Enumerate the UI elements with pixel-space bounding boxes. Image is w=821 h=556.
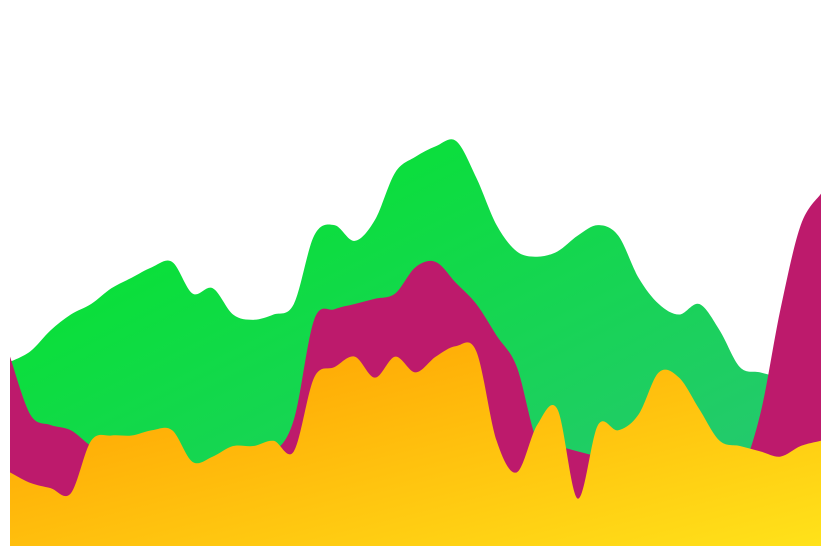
areas-group	[10, 139, 821, 546]
area-series-3	[10, 342, 821, 546]
area-series-2	[10, 193, 821, 546]
